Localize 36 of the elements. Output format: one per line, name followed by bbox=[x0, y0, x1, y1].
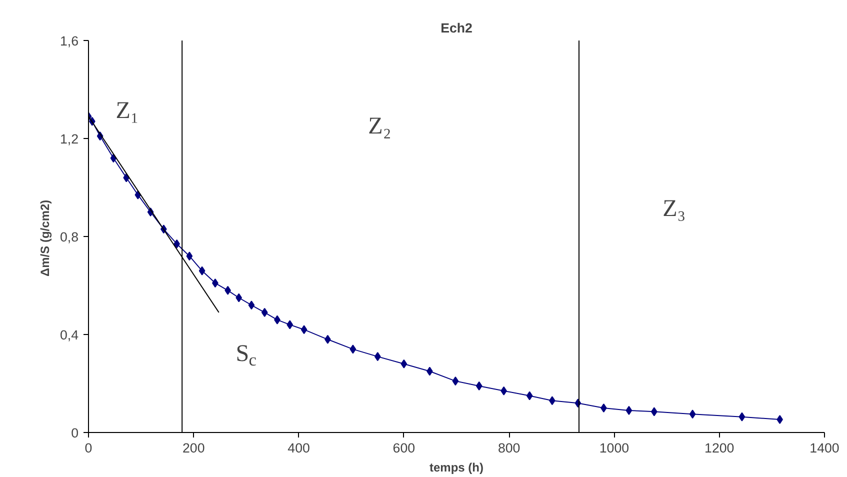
x-tick-label: 800 bbox=[498, 440, 520, 456]
y-tick-label: 0,8 bbox=[60, 230, 79, 244]
point bbox=[689, 410, 696, 419]
x-axis-title: temps (h) bbox=[430, 460, 484, 474]
y-tick-label: 1,2 bbox=[60, 132, 79, 146]
point bbox=[526, 391, 533, 400]
y-tick-label: 0 bbox=[71, 426, 79, 440]
chart-title: Ech2 bbox=[440, 20, 472, 36]
point bbox=[738, 412, 746, 422]
x-tick-label: 1000 bbox=[599, 440, 630, 456]
annotation: Z₁ bbox=[116, 98, 139, 124]
y-tick-label: 0,4 bbox=[60, 328, 80, 342]
y-tick-label: 1,6 bbox=[60, 34, 79, 48]
annotation: Z₃ bbox=[662, 196, 686, 222]
x-tick-label: 1400 bbox=[810, 440, 840, 456]
annotation: Z₂ bbox=[368, 114, 392, 140]
point bbox=[186, 252, 193, 261]
point bbox=[300, 325, 308, 334]
x-tick-label: 0 bbox=[84, 440, 92, 456]
x-tick-label: 200 bbox=[182, 440, 205, 456]
point bbox=[400, 359, 408, 368]
point bbox=[374, 352, 381, 362]
point bbox=[452, 376, 459, 386]
point bbox=[248, 300, 255, 310]
point bbox=[261, 308, 268, 317]
point bbox=[286, 320, 294, 330]
x-tick-label: 600 bbox=[392, 440, 416, 456]
y-axis-title: Δm/S (g/cm2) bbox=[38, 200, 52, 276]
point bbox=[626, 406, 632, 415]
point bbox=[236, 293, 242, 302]
point bbox=[350, 344, 356, 354]
point bbox=[600, 404, 607, 412]
x-tick-label: 400 bbox=[288, 440, 310, 456]
point bbox=[476, 381, 482, 390]
x-tick-label: 1200 bbox=[704, 440, 734, 456]
point bbox=[198, 266, 206, 276]
